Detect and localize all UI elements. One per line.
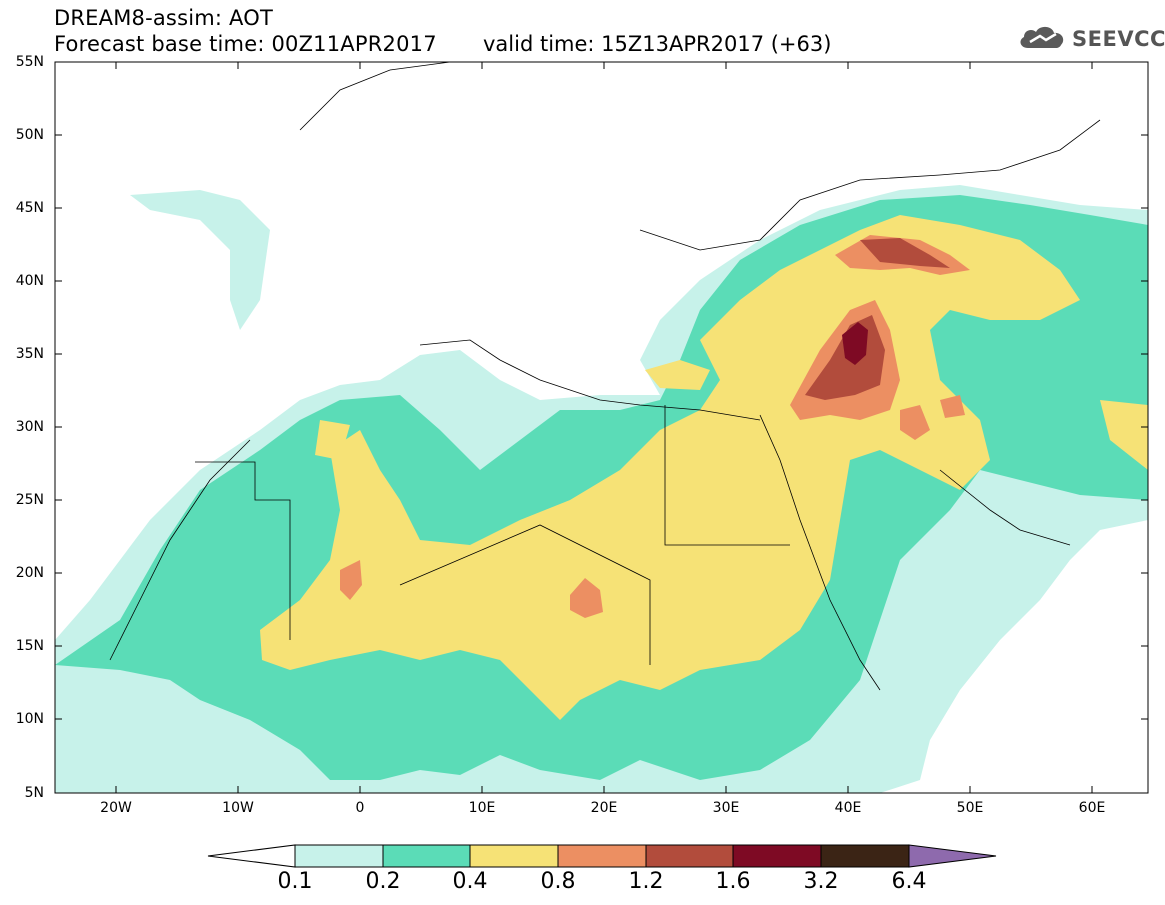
lon-label: 0 (355, 800, 365, 816)
aot-band-0.4 (315, 420, 350, 460)
lon-label: 60E (1078, 800, 1106, 816)
border (664, 405, 790, 546)
colorbar-label: 1.2 (628, 869, 664, 894)
lon-label: 50E (956, 800, 984, 816)
logo-text: SEEVCCC (1072, 27, 1165, 51)
aot-band-0.8 (340, 560, 362, 600)
cloud-icon (1020, 26, 1064, 48)
aot-band-0.4 (645, 360, 710, 390)
lat-label: 40N (15, 273, 44, 289)
lat-label: 10N (15, 711, 44, 727)
coastline (639, 119, 1101, 251)
colorbar (207, 844, 997, 868)
colorbar-label: 6.4 (891, 869, 927, 894)
lon-label: 20W (100, 800, 132, 816)
lon-label: 10W (222, 800, 254, 816)
seevccc-logo: SEEVCCC (1016, 22, 1165, 56)
coastline (759, 414, 881, 691)
aot-band-0.8 (570, 578, 603, 618)
border (939, 469, 1071, 546)
aot-band-0.1 (130, 190, 270, 330)
lat-label: 15N (15, 638, 44, 654)
colorbar-under-triangle (207, 844, 296, 868)
lon-label: 30E (712, 800, 740, 816)
coastline (109, 439, 251, 661)
lon-label: 10E (468, 800, 496, 816)
colorbar-label: 3.2 (803, 869, 839, 894)
aot-band-0.8 (940, 395, 965, 418)
map-title: DREAM8-assim: AOT (54, 6, 273, 30)
colorbar-label: 1.6 (715, 869, 751, 894)
coastline (299, 62, 451, 131)
aot-band-1.2 (860, 238, 950, 268)
lat-label: 35N (15, 346, 44, 362)
colorbar-bin (557, 844, 647, 868)
lat-label: 30N (15, 419, 44, 435)
lat-label: 55N (15, 54, 44, 70)
colorbar-label: 0.8 (540, 869, 576, 894)
colorbar-bin (645, 844, 734, 868)
aot-band-0.8 (900, 405, 930, 440)
lat-label: 45N (15, 200, 44, 216)
lat-label: 25N (15, 492, 44, 508)
lon-label: 40E (834, 800, 862, 816)
colorbar-label: 0.4 (452, 869, 488, 894)
colorbar-bin (732, 844, 822, 868)
lat-label: 20N (15, 565, 44, 581)
valid-time: valid time: 15Z13APR2017 (+63) (483, 32, 832, 56)
border (195, 461, 291, 640)
lon-label: 20E (590, 800, 618, 816)
aot-band-1.6 (842, 322, 868, 365)
colorbar-bin (294, 844, 384, 868)
border (399, 524, 651, 665)
forecast-base-time: Forecast base time: 00Z11APR2017 (54, 32, 437, 56)
lat-label: 50N (15, 127, 44, 143)
colorbar-bin (382, 844, 471, 868)
colorbar-over-triangle (908, 844, 997, 868)
lat-label: 5N (24, 785, 44, 801)
colorbar-bin (820, 844, 910, 868)
colorbar-label: 0.1 (277, 869, 313, 894)
colorbar-label: 0.2 (365, 869, 401, 894)
colorbar-bin (469, 844, 559, 868)
coastline (419, 339, 761, 421)
aot-band-0.4 (1100, 400, 1148, 470)
